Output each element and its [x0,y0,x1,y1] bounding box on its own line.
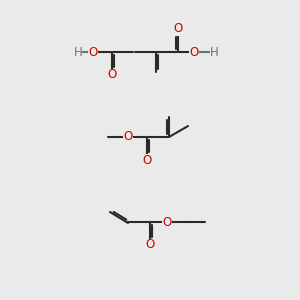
Text: H: H [210,46,218,59]
Text: O: O [142,154,152,166]
Text: O: O [173,22,183,35]
Text: O: O [123,130,133,143]
Text: O: O [107,68,117,82]
Text: O: O [162,215,172,229]
Text: O: O [88,46,98,59]
Text: O: O [189,46,199,59]
Text: H: H [74,46,82,59]
Text: O: O [146,238,154,251]
